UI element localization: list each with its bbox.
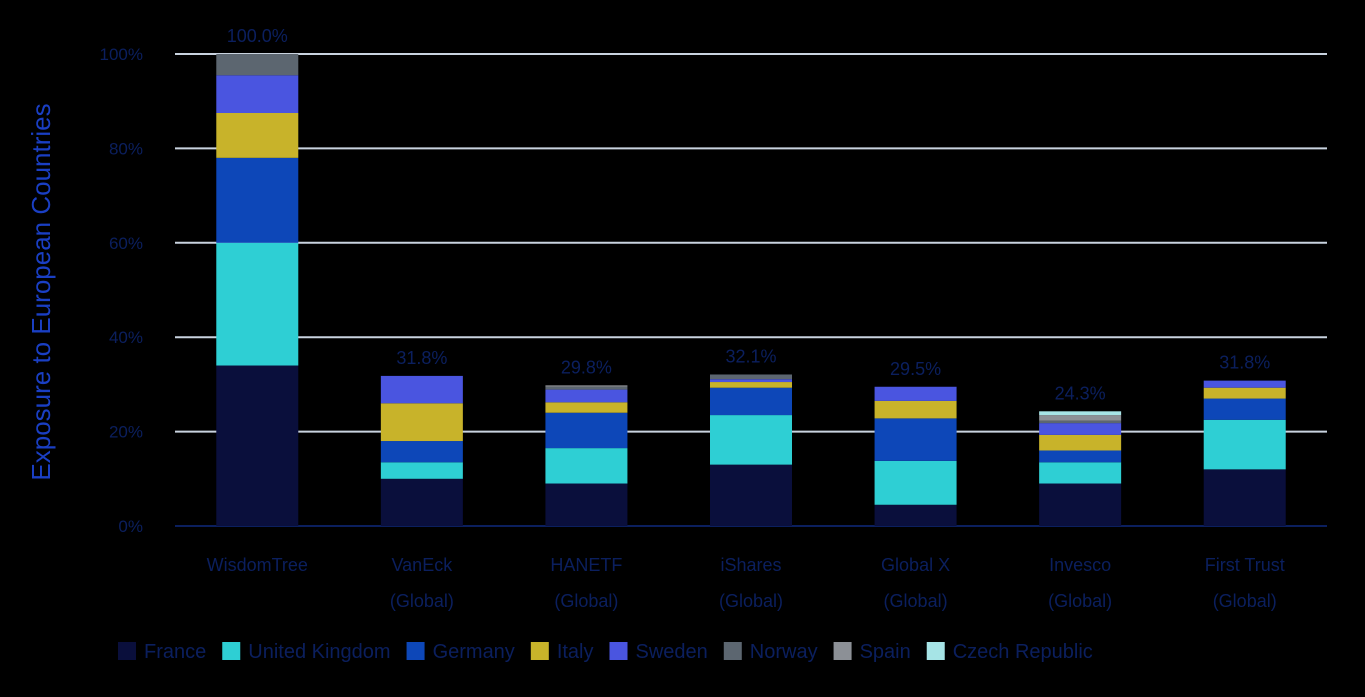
bar-segment — [710, 382, 792, 388]
y-tick-label: 80% — [109, 139, 143, 158]
x-tick-label: iShares — [720, 555, 781, 575]
bar-segment — [1203, 380, 1286, 388]
bar-segment — [710, 387, 792, 416]
bar-segment — [545, 389, 628, 403]
bar-segment — [1039, 462, 1122, 484]
legend-swatch — [530, 642, 549, 660]
x-tick-label: Global X — [881, 555, 950, 575]
bar-total-label: 100.0% — [227, 26, 288, 46]
legend-swatch — [833, 642, 852, 660]
bar-segment — [874, 504, 957, 526]
bar-segment — [545, 483, 628, 526]
bar-segment — [1203, 469, 1286, 526]
bar-segment — [216, 242, 299, 366]
y-tick-label: 40% — [109, 328, 143, 347]
bar-segment — [545, 412, 628, 449]
x-tick-label: (Global) — [390, 591, 454, 611]
y-axis-label: Exposure to European Countries — [26, 103, 56, 480]
bar-segment — [1203, 398, 1286, 420]
x-tick-label: VanEck — [392, 555, 454, 575]
legend-swatch — [723, 642, 742, 660]
bar-segment — [1039, 450, 1122, 463]
bar-segment — [216, 157, 299, 243]
y-tick-label: 0% — [118, 517, 143, 536]
bar-segment — [1039, 411, 1122, 416]
x-tick-label: WisdomTree — [207, 555, 308, 575]
bar-segment — [874, 418, 957, 461]
legend-label: Italy — [557, 641, 594, 663]
bar-segment — [710, 374, 792, 380]
x-tick-label: Invesco — [1049, 555, 1111, 575]
legend-swatch — [118, 642, 136, 660]
bar-segment — [1203, 419, 1286, 470]
x-tick-label: HANETF — [550, 555, 622, 575]
x-tick-label: (Global) — [884, 591, 948, 611]
legend-swatch — [926, 642, 945, 660]
x-tick-label: First Trust — [1205, 555, 1285, 575]
y-tick-label: 60% — [109, 234, 143, 253]
legend: France United Kingdom Germany Italy Sweden No… — [118, 641, 1093, 663]
bar-total-label: 31.8% — [1219, 353, 1270, 373]
y-tick-label: 100% — [100, 45, 143, 64]
legend-swatch — [609, 642, 628, 660]
legend-swatch — [222, 642, 241, 660]
legend-label: United Kingdom — [248, 641, 390, 663]
x-tick-label: (Global) — [719, 591, 783, 611]
bar-segment — [874, 460, 957, 505]
bar-total-label: 32.1% — [725, 346, 776, 366]
bar-segment — [380, 403, 463, 442]
bar-segment — [216, 54, 299, 76]
bar-segment — [1203, 387, 1286, 399]
legend-label: Spain — [860, 641, 911, 663]
bar-total-label: 29.5% — [890, 359, 941, 379]
bar-segment — [710, 415, 792, 465]
gridlines — [175, 53, 1327, 527]
legend-label: Germany — [433, 641, 515, 663]
bar-total-label: 24.3% — [1055, 383, 1106, 403]
bar-segment — [545, 402, 628, 413]
bar-total-label: 29.8% — [561, 357, 612, 377]
x-tick-label: (Global) — [554, 591, 618, 611]
bar-segment — [1039, 415, 1122, 421]
bar-segment — [216, 365, 299, 526]
legend-label: France — [144, 641, 206, 663]
bar-segment — [1039, 423, 1122, 435]
bar-segment — [216, 113, 299, 158]
bar-segment — [216, 75, 299, 113]
bar-segment — [1039, 483, 1122, 526]
bar-segment — [1039, 434, 1122, 451]
x-tick-label: (Global) — [1213, 591, 1277, 611]
bar-segment — [545, 386, 628, 390]
bar-segment — [710, 464, 792, 526]
legend-label: Norway — [750, 641, 818, 663]
bar-segment — [380, 478, 463, 526]
bar-segment — [1039, 420, 1122, 424]
legend-label: Czech Republic — [953, 641, 1093, 663]
bars — [216, 54, 1286, 526]
legend-swatch — [406, 642, 425, 660]
bar-segment — [380, 375, 463, 404]
x-tick-label: (Global) — [1048, 591, 1112, 611]
y-tick-label: 20% — [109, 423, 143, 442]
bar-segment — [545, 448, 628, 484]
bar-segment — [874, 386, 957, 401]
bar-segment — [874, 400, 957, 419]
bar-segment — [545, 385, 628, 387]
bar-total-label: 31.8% — [396, 348, 447, 368]
bar-segment — [380, 441, 463, 463]
bar-segment — [380, 462, 463, 479]
labels: 0% 20% 40% 60% 80% 100% 100.0% WisdomTree 31.8% V… — [100, 26, 1285, 611]
bar-segment — [710, 379, 792, 383]
legend-label: Sweden — [636, 641, 708, 663]
